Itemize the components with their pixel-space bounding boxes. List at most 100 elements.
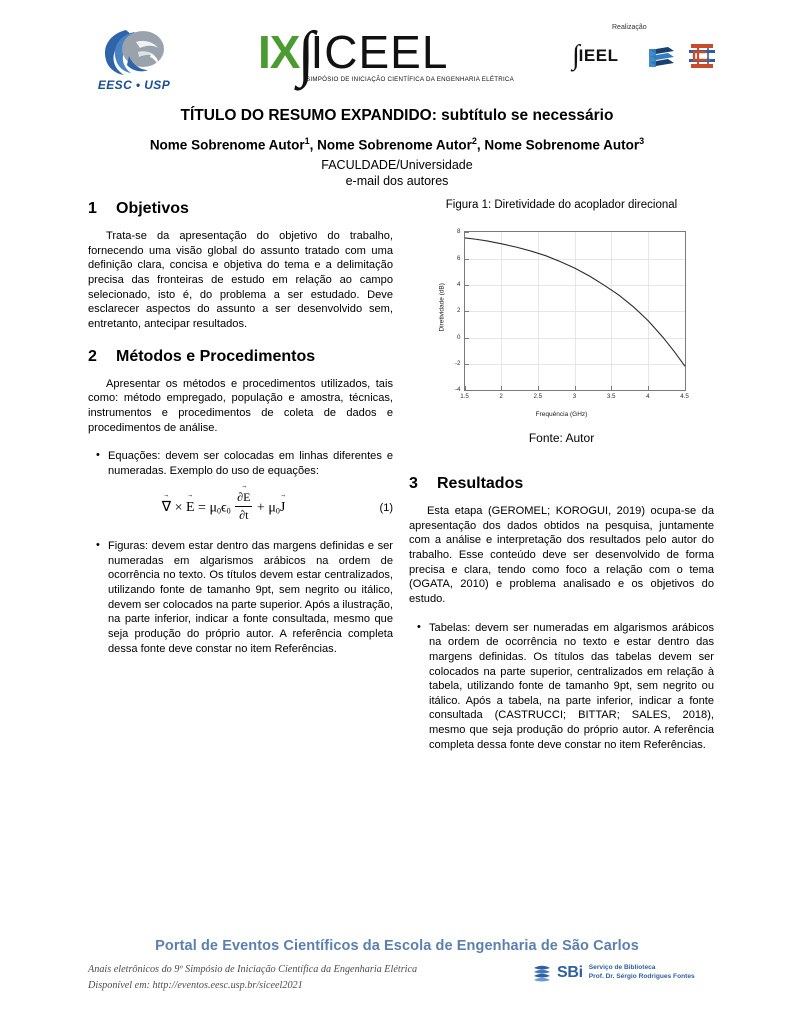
chart-y-tick-label: 6 [457,254,461,262]
mu-zero-subscript: 0 [216,506,221,516]
equation-1-body: ∇ × E = μ0ϵ0 ∂E ∂t + μ0J [88,490,359,526]
sbi-book-icon [534,965,550,982]
chart-y-tickmark [464,258,469,260]
eesc-usp-label: EESC • USP [97,78,171,92]
chart-y-tick-label: 0 [457,333,461,341]
section-number-1: 1 [88,200,97,217]
paragraph-objetivos: Trata-se da apresentação do objetivo do … [88,230,393,330]
author-3-name: Nome Sobrenome Autor [484,137,640,153]
author-1-affil-marker: 1 [304,136,310,147]
bullet-tabelas: Tabelas: devem ser numeradas em algarism… [417,620,714,753]
figuras-bullet-list: Figuras: devem estar dentro das margens … [88,538,393,656]
chart-gridline-vertical [574,232,576,391]
sbi-logo: SBi Serviço de Biblioteca Prof. Dr. Sérg… [533,962,695,984]
sbi-wordmark: SBi [557,964,583,981]
section-title-2: Métodos e Procedimentos [116,347,316,365]
eesc-usp-logo: EESC • USP [88,26,180,98]
figure-1: Figura 1: Diretividade do acoplador dire… [409,198,714,447]
chart-x-tick-label: 1.5 [460,393,469,401]
equals-symbol: = [198,500,206,516]
chart-gridline-vertical [537,232,539,391]
chart-line-series [465,232,685,390]
title-block: TÍTULO DO RESUMO EXPANDIDO: subtítulo se… [80,106,714,189]
author-1-name: Nome Sobrenome Autor [149,137,305,153]
fraction-denominator: ∂t [239,508,249,523]
resultados-bullet-list: Tabelas: devem ser numeradas em algarism… [409,620,714,753]
eesc-usp-mark-icon [104,30,164,75]
section-heading-metodos: 2 Métodos e Procedimentos [88,346,393,367]
fraction-numerator: ∂E [235,490,253,508]
footer-line-1: Anais eletrônicos do 9º Simpósio de Inic… [88,964,418,975]
sbi-subtitle-line-2: Prof. Dr. Sérgio Rodrigues Fontes [588,973,695,980]
chart-x-tick-label: 4.5 [680,393,689,401]
chart-x-tickmark [647,386,649,391]
chart-x-tick-label: 3 [572,393,577,401]
chart-y-tickmark [464,390,469,392]
chart-gridline-vertical [647,232,649,391]
figure-source: Fonte: Autor [528,431,595,446]
chart-y-tickmark [464,337,469,339]
partial-derivative-fraction: ∂E ∂t [235,490,253,525]
sieel-integral-glyph: ∫ [572,40,580,71]
page-header: EESC • USP IX ∫ ICEEL SIMPÓSIO DE INICIA… [0,18,794,98]
siceel-integral-glyph: ∫ [297,20,315,88]
siceel-logo: IX ∫ ICEEL SIMPÓSIO DE INICIAÇÃO CIENTÍF… [258,20,514,96]
chart-x-tick-label: 2.5 [533,393,543,401]
chart-x-tickmark [501,386,503,391]
partner-red-logo-icon [689,44,715,68]
siceel-name-text: ICEEL [310,26,449,78]
chart-gridline-vertical [611,232,613,391]
epsilon-zero-subscript: 0 [226,506,231,516]
bullet-figuras: Figuras: devem estar dentro das margens … [96,538,393,656]
left-column: 1 Objetivos Trata-se da apresentação do … [88,198,393,668]
chart-y-tickmark [464,363,469,365]
figure-caption: Figura 1: Diretividade do acoplador dire… [445,199,678,211]
equation-1: ∇ × E = μ0ϵ0 ∂E ∂t + μ0J (1) [88,490,393,526]
author-3-affil-marker: 3 [639,136,645,147]
chart-x-tickmark [537,386,539,391]
affiliation: FACULDADE/Universidade [321,157,473,172]
nabla-symbol: ∇ [162,499,171,517]
authors-email: e-mail dos autores [345,174,449,188]
realizacao-label: Realização [612,24,647,31]
sbi-subtitle-line-1: Serviço de Biblioteca [588,964,656,972]
chart-y-tick-label: 2 [457,307,461,315]
section-heading-resultados: 3 Resultados [409,473,714,494]
paragraph-metodos: Apresentar os métodos e procedimentos ut… [88,377,393,434]
siceel-subtitle: SIMPÓSIO DE INICIAÇÃO CIENTÍFICA DA ENGE… [306,76,515,83]
chart-diretividade: Diretividade (dB) Frequência (GHz) -4 -2 0… [432,225,692,425]
section-title-3: Resultados [437,475,524,492]
current-density-symbol: J [280,499,285,517]
paragraph-resultados: Esta etapa (GEROMEL; KOROGUI, 2019) ocup… [409,505,714,605]
metodos-bullet-list: Equações: devem ser colocadas em linhas … [88,448,393,478]
footer-text-block: Anais eletrônicos do 9º Simpósio de Inic… [88,962,417,994]
chart-x-axis-label: Frequência (GHz) [535,411,588,419]
siceel-ix-text: IX [258,26,300,78]
chart-x-tickmark [574,386,576,391]
mu-zero-subscript-2: 0 [275,506,280,516]
footer-portal-title: Portal de Eventos Científicos da Escola … [155,938,639,954]
chart-x-tick-label: 3.5 [606,393,616,401]
chart-y-tick-label: 4 [457,280,461,288]
right-column: Figura 1: Diretividade do acoplador dire… [409,198,714,764]
times-symbol: × [174,500,183,516]
sbi-subtitle: Serviço de Biblioteca Prof. Dr. Sérgio R… [589,964,695,982]
mu-zero-symbol-2: μ [268,500,276,516]
section-title-1: Objetivos [116,200,189,217]
page-title: TÍTULO DO RESUMO EXPANDIDO: subtítulo se… [180,107,614,124]
chart-y-tick-label: -4 [454,386,461,394]
chart-x-tick-label: 2 [499,393,503,401]
chart-y-tickmark [464,284,469,286]
section-number-2: 2 [88,347,97,365]
page-footer: Portal de Eventos Científicos da Escola … [0,930,794,1028]
section-heading-objetivos: 1 Objetivos [88,198,393,219]
chart-x-tickmark [611,386,613,391]
sieel-logo: ∫ IEEL [572,40,618,71]
author-2-affil-marker: 2 [471,136,477,147]
chart-x-tick-label: 4 [646,393,650,401]
footer-line-2[interactable]: Disponível em: http://eventos.eesc.usp.b… [88,979,303,991]
section-number-3: 3 [409,475,418,492]
chart-plot-area: -4 -2 0 2 4 6 8 1.5 2 2.5 3 3.5 4 4.5 [455,228,689,400]
chart-x-tickmark [684,386,686,391]
mu-zero-symbol: μ [209,500,217,516]
